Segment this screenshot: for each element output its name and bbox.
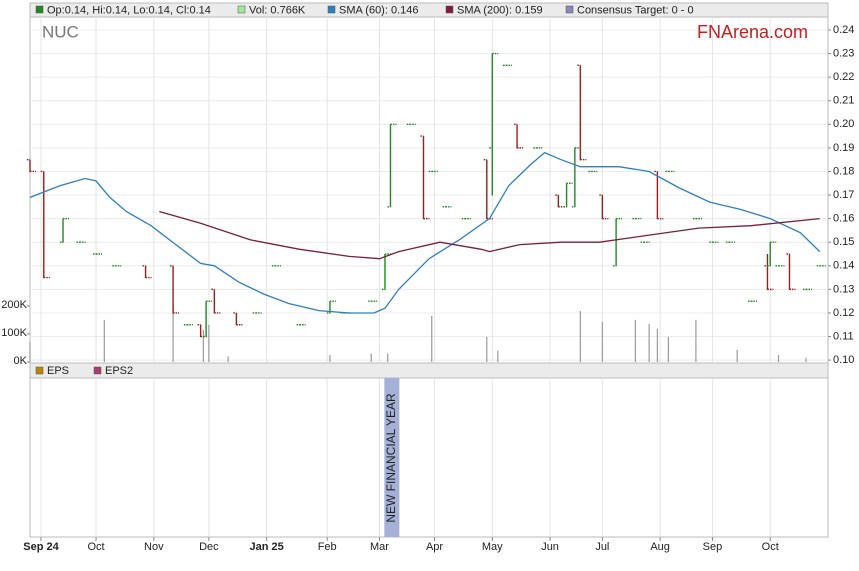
volume-bar [227, 356, 229, 362]
y-tick-label: 0.23 [833, 47, 854, 59]
volume-bar [601, 321, 603, 362]
legend-swatch [237, 5, 246, 14]
y2-tick-label: 0K [14, 355, 28, 367]
y-tick-label: 0.17 [833, 189, 854, 201]
financial-year-band [384, 378, 400, 537]
legend-swatch [565, 5, 574, 14]
x-tick-label: Mar [370, 541, 389, 553]
y-tick-label: 0.20 [833, 118, 854, 130]
x-tick-label: Oct [762, 541, 779, 553]
x-tick-label: Sep 24 [23, 541, 59, 553]
volume-bar [29, 342, 31, 362]
y-tick-label: 0.19 [833, 142, 854, 154]
volume-bar [497, 350, 499, 362]
brand: FNArena.com [697, 22, 808, 42]
x-tick-label: Oct [87, 541, 104, 553]
x-tick-label: Jun [541, 541, 559, 553]
x-tick-label: May [482, 541, 503, 553]
volume-bar [695, 319, 697, 362]
x-tick-label: Jan 25 [250, 541, 284, 553]
y-tick-label: 0.11 [833, 330, 854, 342]
volume-bar [634, 319, 636, 362]
legend-bar [29, 362, 829, 379]
volume-bar [208, 324, 210, 362]
x-tick-label: Aug [650, 541, 670, 553]
y-tick-label: 0.14 [833, 260, 854, 272]
grid [27, 17, 831, 541]
y-tick-label: 0.12 [833, 307, 854, 319]
sma-line [29, 151, 821, 314]
legend-label: EPS2 [105, 365, 133, 377]
volume-bar [486, 337, 488, 362]
legend-label: SMA (60): 0.146 [339, 4, 419, 16]
legend-swatch [93, 366, 102, 375]
eps-panel [29, 377, 829, 538]
volume-bar [805, 357, 807, 362]
y-tick-label: 0.10 [833, 354, 854, 366]
volume-bar [329, 354, 331, 362]
sma-line [159, 210, 820, 260]
y-tick-label: 0.13 [833, 283, 854, 295]
annotation-label: NEW FINANCIAL YEAR [384, 393, 398, 523]
legend-swatch [35, 5, 44, 14]
legend-label: EPS [47, 365, 69, 377]
volume-bar [370, 353, 372, 362]
volume-bar [667, 336, 669, 362]
volume-bar [736, 349, 738, 362]
marks [27, 52, 826, 537]
legend-label: SMA (200): 0.159 [457, 4, 543, 16]
legend-swatch [35, 366, 44, 375]
legend-label: Op:0.14, Hi:0.14, Lo:0.14, Cl:0.14 [47, 4, 211, 16]
legend-label: Consensus Target: 0 - 0 [577, 4, 694, 16]
y-tick-label: 0.24 [833, 24, 854, 36]
legend-swatch [445, 5, 454, 14]
x-tick-label: Feb [318, 541, 337, 553]
volume-bar [431, 316, 433, 362]
volume-bar [777, 354, 780, 362]
volume-bar [202, 330, 204, 362]
y-tick-label: 0.22 [833, 71, 854, 83]
x-tick-label: Apr [426, 541, 443, 553]
volume-bar [648, 323, 650, 362]
x-tick-label: Dec [199, 541, 219, 553]
y2-tick-label: 200K [1, 299, 27, 311]
legend-label: Vol: 0.766K [249, 4, 306, 16]
x-tick-label: Nov [144, 541, 164, 553]
x-tick-label: Sep [703, 541, 723, 553]
volume-bar [103, 319, 105, 362]
volume-bar [579, 310, 581, 362]
volume-bar [656, 328, 658, 362]
x-tick-label: Jul [595, 541, 609, 553]
y-tick-label: 0.21 [833, 95, 854, 107]
y2-tick-label: 100K [1, 327, 27, 339]
legend-swatch [327, 5, 336, 14]
y-tick-label: 0.16 [833, 213, 854, 225]
volume-bar [172, 307, 174, 362]
volume-bar [387, 353, 389, 362]
price-panel [29, 16, 829, 364]
y-tick-label: 0.15 [833, 236, 854, 248]
y-tick-label: 0.18 [833, 165, 854, 177]
ticker: NUC [42, 22, 79, 41]
